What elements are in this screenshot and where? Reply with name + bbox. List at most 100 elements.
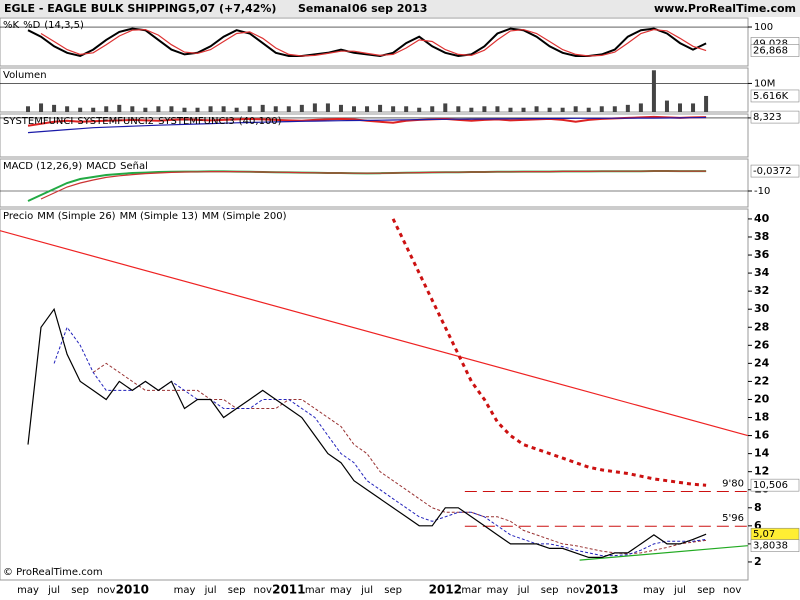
x-tick-label: sep xyxy=(228,585,246,596)
x-tick-label: 2013 xyxy=(585,583,618,597)
trend-line xyxy=(579,545,748,561)
readout-label: 49,028 xyxy=(753,38,788,49)
y-tick-label: 18 xyxy=(754,411,769,424)
readout-label: 5.616K xyxy=(753,91,789,102)
plot-area xyxy=(0,70,748,112)
readout-box xyxy=(750,164,800,178)
bar xyxy=(508,107,513,112)
bar xyxy=(195,107,200,112)
x-tick-label: 2012 xyxy=(429,583,462,597)
bar xyxy=(365,106,370,112)
bar xyxy=(286,106,291,112)
series-line xyxy=(27,307,707,558)
y-tick-label: 12 xyxy=(754,465,769,478)
bar xyxy=(469,107,474,112)
y-tick-label: 28 xyxy=(754,320,769,333)
bar xyxy=(169,106,174,112)
legend-entry: Precio xyxy=(3,211,33,222)
x-tick-label: mar xyxy=(461,585,482,596)
x-tick-label: sep xyxy=(71,585,89,596)
x-tick-label: jul xyxy=(673,585,686,596)
x-tick-label: nov xyxy=(254,585,272,596)
quote: 5,07 (+7,42%) xyxy=(188,2,276,15)
x-tick-label: 2010 xyxy=(116,583,149,597)
y-tick-label: 10M xyxy=(754,78,775,89)
readout-label: 3,8038 xyxy=(753,541,788,552)
bar xyxy=(651,70,656,112)
series-line xyxy=(391,218,707,487)
bar xyxy=(104,106,109,112)
x-tick-label: may xyxy=(487,585,509,596)
y-tick-label: 16 xyxy=(754,429,770,442)
y-tick-label: 34 xyxy=(754,266,770,279)
readout-label: 10,506 xyxy=(753,480,788,491)
readout-box xyxy=(750,89,800,103)
plot-area xyxy=(0,170,748,202)
level-label: 5'96 xyxy=(722,513,744,524)
plot-area xyxy=(0,26,748,58)
bar xyxy=(26,106,30,112)
x-tick-label: jul xyxy=(360,585,373,596)
bar xyxy=(65,106,70,112)
series-line xyxy=(40,28,707,57)
bar xyxy=(404,106,409,112)
bar xyxy=(130,106,135,112)
readout-label: -0,0372 xyxy=(753,166,792,177)
readout-box xyxy=(750,478,800,492)
bar xyxy=(417,107,422,112)
legend-entry: Volumen xyxy=(3,70,47,81)
bar xyxy=(312,103,317,112)
x-tick-label: may xyxy=(330,585,352,596)
bar xyxy=(391,106,396,112)
y-tick-label: 22 xyxy=(754,374,769,387)
ticker: EGLE - EAGLE BULK SHIPPING xyxy=(4,2,187,15)
bar xyxy=(612,106,617,112)
legend-entry: MACD (12,26,9) xyxy=(3,161,82,172)
x-tick-label: nov xyxy=(566,585,584,596)
date: 06 sep 2013 xyxy=(352,2,427,15)
x-tick-label: sep xyxy=(384,585,402,596)
bar xyxy=(325,103,330,112)
bar xyxy=(586,107,591,112)
level-label: 9'80 xyxy=(722,479,744,490)
bar xyxy=(182,107,187,112)
y-tick-label: 6 xyxy=(754,519,762,532)
bar xyxy=(91,107,96,112)
x-tick-label: jul xyxy=(517,585,530,596)
bar xyxy=(547,107,552,112)
y-tick-label: 24 xyxy=(754,356,770,369)
plot-area xyxy=(0,218,748,561)
footer: © ProRealTime.com xyxy=(3,567,103,578)
bar xyxy=(247,106,252,112)
bar xyxy=(625,104,630,112)
bar xyxy=(704,95,709,112)
x-tick-label: may xyxy=(17,585,39,596)
bar xyxy=(456,106,461,112)
bar xyxy=(143,107,148,112)
plot-area xyxy=(0,115,748,134)
legend-entry: %D xyxy=(23,20,41,31)
bar xyxy=(352,106,356,112)
x-tick-label: nov xyxy=(97,585,115,596)
readout-label: 26,868 xyxy=(753,46,788,57)
readout-box xyxy=(750,110,800,124)
bar xyxy=(117,104,122,112)
legend-entry: (40,100) xyxy=(239,116,282,127)
bar xyxy=(599,106,604,112)
bar xyxy=(430,106,435,112)
readout-label: 8,323 xyxy=(753,112,782,123)
bar xyxy=(208,106,213,112)
x-tick-label: sep xyxy=(697,585,715,596)
bar xyxy=(443,103,448,112)
bar xyxy=(495,106,500,112)
series-line xyxy=(27,116,707,134)
legend-entry: SYSTEMFUNCI xyxy=(3,116,73,127)
legend-entry: MM (Simple 13) xyxy=(120,211,198,222)
panel-frame xyxy=(0,17,749,67)
legend-entry: MM (Simple 200) xyxy=(202,211,287,222)
bar xyxy=(638,103,643,112)
x-tick-label: may xyxy=(174,585,196,596)
legend-entry: SYSTEMFUNCI3 xyxy=(158,116,235,127)
y-tick-label: 100 xyxy=(754,22,773,33)
